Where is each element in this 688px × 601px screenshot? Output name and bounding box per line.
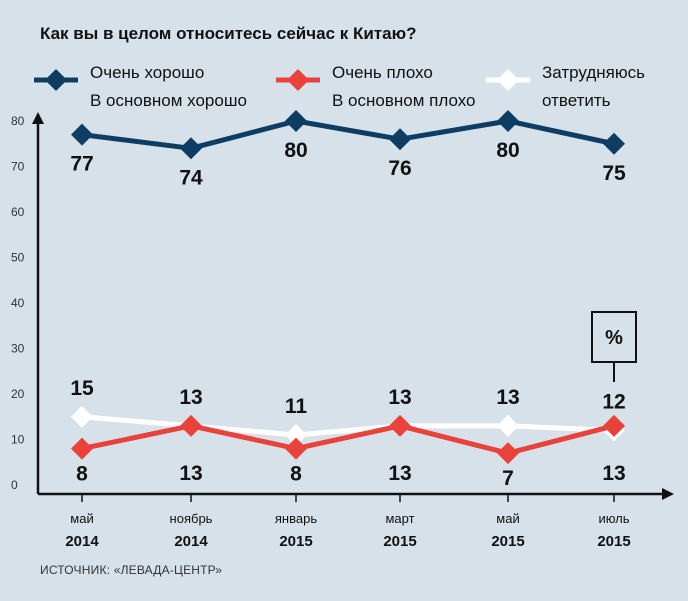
- x-tick-year: 2014: [174, 533, 208, 550]
- source-note: ИСТОЧНИК: «ЛЕВАДА-ЦЕНТР»: [40, 563, 222, 577]
- data-point-marker: [180, 137, 202, 160]
- data-point-marker: [497, 414, 519, 437]
- axes: [32, 112, 674, 500]
- data-label: 75: [602, 162, 626, 185]
- data-point-marker: [285, 423, 307, 446]
- data-label: 7: [502, 467, 514, 490]
- legend-label-line1: Очень хорошо: [90, 63, 204, 82]
- data-point-marker: [603, 414, 625, 437]
- legend: Очень хорошо В основном хорошо Очень плохо…: [34, 63, 645, 110]
- series-line: [81, 423, 615, 456]
- series-line: [81, 414, 615, 438]
- x-tick-month: январь: [275, 511, 317, 526]
- x-tick-year: 2014: [65, 533, 99, 550]
- x-axis-ticks: май 2014 ноябрь 2014 январь 2015 март 2015 май 20…: [65, 494, 631, 550]
- data-point-marker: [285, 110, 307, 132]
- y-tick-label: 10: [11, 433, 25, 447]
- x-tick-year: 2015: [491, 533, 524, 550]
- y-axis-arrow: [32, 112, 44, 124]
- legend-label-line1: Затрудняюсь: [542, 63, 645, 82]
- data-label: 13: [179, 386, 202, 409]
- legend-label-line2: В основном плохо: [332, 91, 476, 110]
- x-tick-month: ноябрь: [170, 511, 213, 526]
- x-axis-arrow: [662, 488, 674, 500]
- data-label: 8: [290, 463, 302, 486]
- data-point-marker: [389, 128, 411, 151]
- data-label: 13: [602, 462, 625, 485]
- data-point-marker: [603, 132, 625, 155]
- chart-title: Как вы в целом относитесь сейчас к Китаю…: [40, 24, 416, 43]
- data-labels: 77 74 80 76 80 75 15 13 11 13 13 12 8 13 8 13 7 13: [70, 139, 626, 490]
- legend-label-line2: В основном хорошо: [90, 91, 247, 110]
- y-tick-label: 20: [11, 387, 25, 401]
- x-tick-month: июль: [598, 511, 629, 526]
- data-point-marker: [71, 123, 93, 146]
- data-point-marker: [285, 437, 307, 460]
- legend-swatch-marker: [497, 69, 519, 91]
- unit-box: %: [591, 311, 637, 382]
- data-point-marker: [71, 437, 93, 460]
- data-label: 74: [179, 166, 203, 189]
- data-label: 11: [285, 395, 308, 418]
- data-label: 13: [179, 462, 202, 485]
- data-point-marker: [389, 414, 411, 437]
- y-tick-label: 40: [11, 296, 25, 310]
- y-tick-label: 50: [11, 251, 25, 265]
- legend-swatch-marker: [287, 69, 309, 91]
- data-label: 76: [388, 157, 411, 180]
- series-layer: [71, 110, 625, 465]
- y-tick-label: 0: [11, 478, 18, 492]
- legend-label-line2: ответить: [542, 91, 611, 110]
- data-label: 15: [70, 377, 94, 400]
- y-tick-label: 70: [11, 160, 25, 174]
- x-tick-year: 2015: [279, 533, 312, 550]
- data-label: 13: [388, 462, 411, 485]
- data-label: 13: [496, 386, 519, 409]
- data-label: 80: [496, 139, 519, 162]
- data-label: 77: [70, 153, 93, 176]
- data-point-marker: [497, 442, 519, 465]
- legend-swatch-marker: [45, 69, 67, 91]
- data-label: 12: [602, 390, 625, 413]
- data-point-marker: [71, 405, 93, 428]
- y-tick-label: 60: [11, 205, 25, 219]
- y-axis-ticks: 0 10 20 30 40 50 60 70 80: [11, 114, 25, 492]
- data-label: 13: [388, 386, 411, 409]
- data-label: 80: [284, 139, 307, 162]
- data-point-marker: [497, 110, 519, 132]
- x-tick-month: май: [496, 511, 519, 526]
- data-point-marker: [180, 414, 202, 437]
- legend-label-line1: Очень плохо: [332, 63, 433, 82]
- y-tick-label: 30: [11, 342, 25, 356]
- unit-label: %: [605, 327, 623, 349]
- x-tick-month: март: [385, 511, 414, 526]
- series-line: [81, 118, 615, 151]
- x-tick-year: 2015: [383, 533, 416, 550]
- y-tick-label: 80: [11, 114, 25, 128]
- x-tick-month: май: [70, 511, 93, 526]
- x-tick-year: 2015: [597, 533, 630, 550]
- data-label: 8: [76, 463, 88, 486]
